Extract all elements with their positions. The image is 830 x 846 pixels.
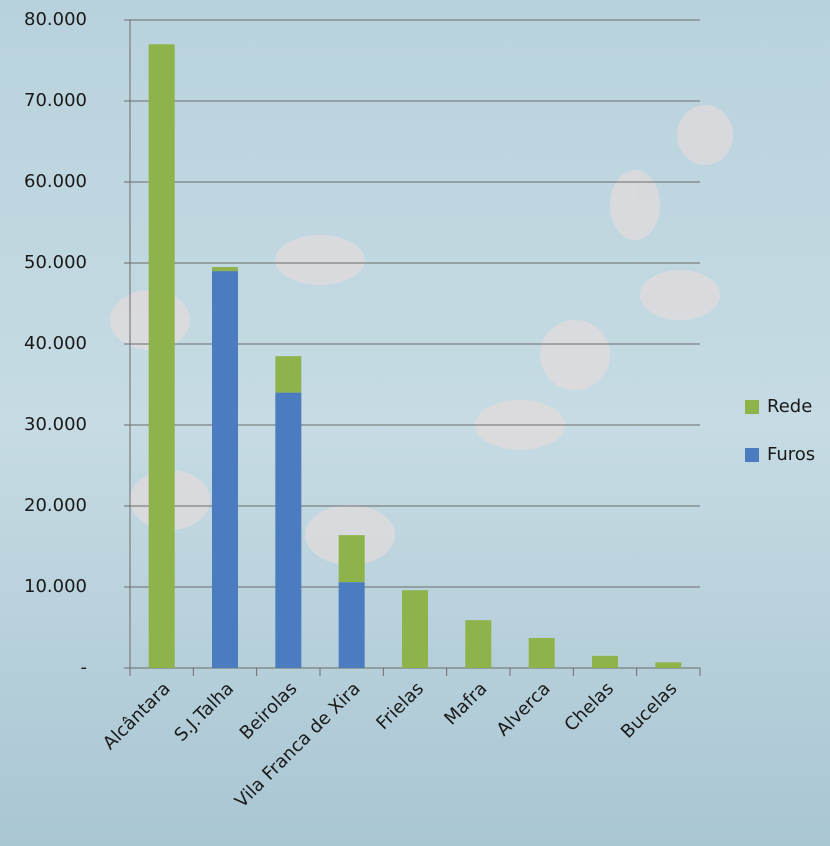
y-tick-label: 40.000 [24,333,87,354]
y-tick-label: 20.000 [24,495,87,516]
bar-segment [212,271,238,668]
y-tick-label: 80.000 [24,9,87,30]
bar-segment [592,655,618,668]
legend-swatch [745,400,759,414]
bar-segment [338,582,365,668]
legend-swatch [745,448,759,462]
y-tick-label: 50.000 [24,252,87,273]
bar-segment [275,356,302,393]
y-tick-label: - [81,657,88,678]
y-tick-label: 10.000 [24,576,87,597]
bar-segment [275,392,302,668]
bar-segment [212,267,238,272]
y-tick-label: 30.000 [24,414,87,435]
legend-label: Rede [767,396,812,417]
bar-segment [338,535,365,583]
bar-segment [465,620,492,668]
bar-segment [528,638,555,668]
y-tick-label: 60.000 [24,171,87,192]
legend-label: Furos [767,444,815,465]
y-tick-label: 70.000 [24,90,87,111]
bar-segment [402,590,428,668]
bar-segment [148,44,175,669]
bar-segment [655,662,682,668]
